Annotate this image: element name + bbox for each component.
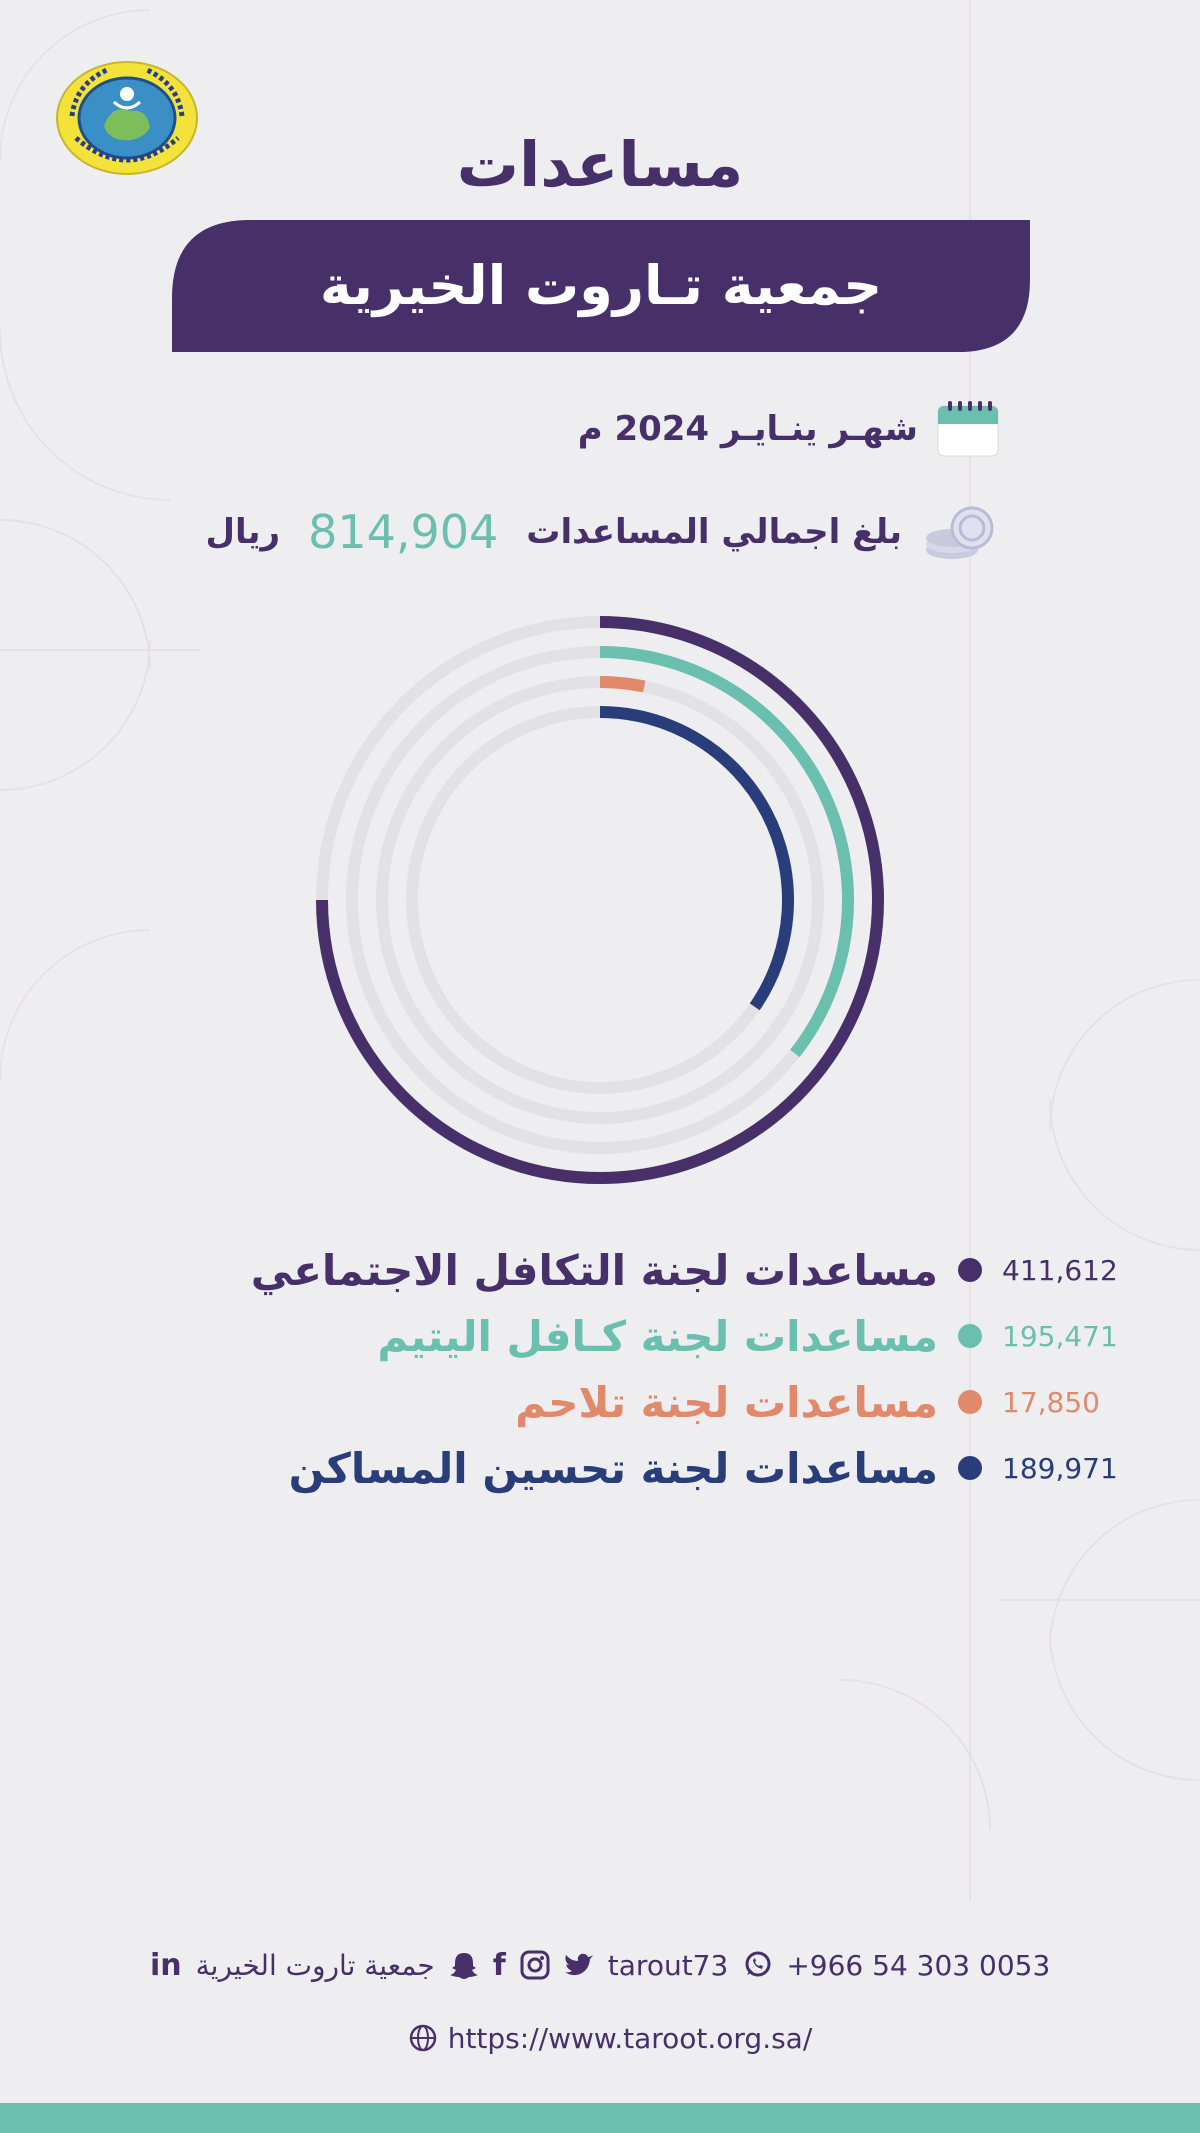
- footer-handle[interactable]: tarout73: [607, 1948, 729, 1982]
- legend-dot: [958, 1456, 982, 1480]
- legend-value: 17,850: [1002, 1385, 1100, 1419]
- calendar-icon: [937, 401, 999, 457]
- total-prefix: بلغ اجمالي المساعدات: [526, 512, 902, 552]
- banner-title: جمعية تـاروت الخيرية: [319, 254, 883, 317]
- total-row: بلغ اجمالي المساعدات 814,904 ريال: [205, 500, 1000, 564]
- legend-item-4: مساعدات لجنة تحسين المساكن 189,971: [0, 1438, 1200, 1498]
- legend-label: مساعدات لجنة كـافل اليتيم: [377, 1311, 938, 1361]
- legend-item-2: مساعدات لجنة كـافل اليتيم 195,471: [0, 1306, 1200, 1366]
- title-banner: [172, 220, 1030, 352]
- linkedin-icon[interactable]: in: [150, 1947, 182, 1983]
- snapchat-icon[interactable]: [449, 1950, 479, 1980]
- chart-bar-3: [599, 676, 646, 693]
- logo-seal: [56, 61, 198, 175]
- footer-contacts: in جمعية تاروت الخيرية f tarout73 +966 5…: [150, 1940, 1070, 1990]
- coins-icon: [926, 506, 994, 559]
- page-title: مساعدات: [456, 128, 744, 201]
- chart-bar-2: [599, 646, 854, 1058]
- legend-value: 189,971: [1002, 1451, 1118, 1485]
- footer-phone[interactable]: +966 54 303 0053: [786, 1948, 1051, 1982]
- footer-website-row: https://www.taroot.org.sa/: [400, 2018, 820, 2058]
- bottom-accent-bar: [0, 2103, 1200, 2133]
- legend-item-3: مساعدات لجنة تلاحم 17,850: [0, 1372, 1200, 1432]
- month-text: شهـر ينـايـر 2024 م: [577, 409, 918, 449]
- month-row: شهـر ينـايـر 2024 م: [578, 400, 1000, 458]
- twitter-icon[interactable]: [564, 1952, 594, 1978]
- facebook-icon[interactable]: f: [492, 1947, 506, 1983]
- legend-dot: [958, 1324, 982, 1348]
- legend-dot: [958, 1258, 982, 1282]
- legend-label: مساعدات لجنة تلاحم: [515, 1377, 938, 1427]
- legend-label: مساعدات لجنة التكافل الاجتماعي: [250, 1245, 938, 1295]
- radial-bar-chart: [316, 616, 884, 1184]
- whatsapp-icon[interactable]: [742, 1950, 772, 1980]
- footer-org-name: جمعية تاروت الخيرية: [195, 1948, 435, 1982]
- total-unit: ريال: [205, 512, 281, 552]
- chart-bar-4: [599, 706, 794, 1011]
- instagram-icon[interactable]: [520, 1950, 550, 1980]
- chart-track-3: [376, 676, 824, 1124]
- legend-value: 195,471: [1002, 1319, 1118, 1353]
- legend-dot: [958, 1390, 982, 1414]
- legend-value: 411,612: [1002, 1253, 1118, 1287]
- legend-label: مساعدات لجنة تحسين المساكن: [288, 1443, 938, 1493]
- legend-item-1: مساعدات لجنة التكافل الاجتماعي 411,612: [0, 1240, 1200, 1300]
- total-value: 814,904: [308, 505, 499, 559]
- footer-website[interactable]: https://www.taroot.org.sa/: [447, 2021, 813, 2055]
- globe-icon: [409, 2024, 436, 2052]
- chart-bar-1: [316, 616, 884, 1184]
